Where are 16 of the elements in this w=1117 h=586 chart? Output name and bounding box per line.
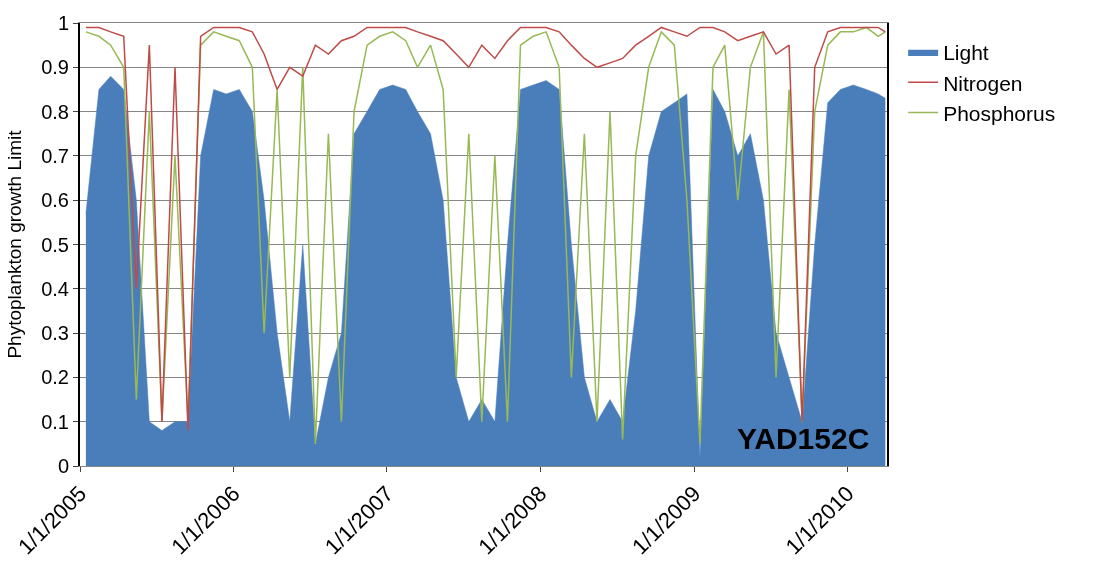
y-tick-label: 0.9 xyxy=(41,56,69,79)
y-tick-label: 0.6 xyxy=(41,189,69,212)
y-tick-label: 1 xyxy=(57,12,69,34)
y-tick-label: 0.8 xyxy=(41,100,69,123)
legend-label: Nitrogen xyxy=(943,71,1023,95)
y-tick-label: 0.2 xyxy=(41,366,69,389)
legend-label: Light xyxy=(943,41,989,65)
y-tick-label: 0.7 xyxy=(41,144,69,167)
y-tick-label: 0.1 xyxy=(41,410,69,433)
y-tick-label: 0 xyxy=(57,455,69,477)
y-tick-label: 0.4 xyxy=(41,277,69,300)
y-tick-label: 0.5 xyxy=(41,233,69,256)
legend-label: Phosphorus xyxy=(943,101,1056,125)
y-axis-title: Phytoplankton growth Limit xyxy=(3,129,25,359)
y-tick-label: 0.3 xyxy=(41,322,69,345)
annotation: YAD152C xyxy=(737,422,870,455)
